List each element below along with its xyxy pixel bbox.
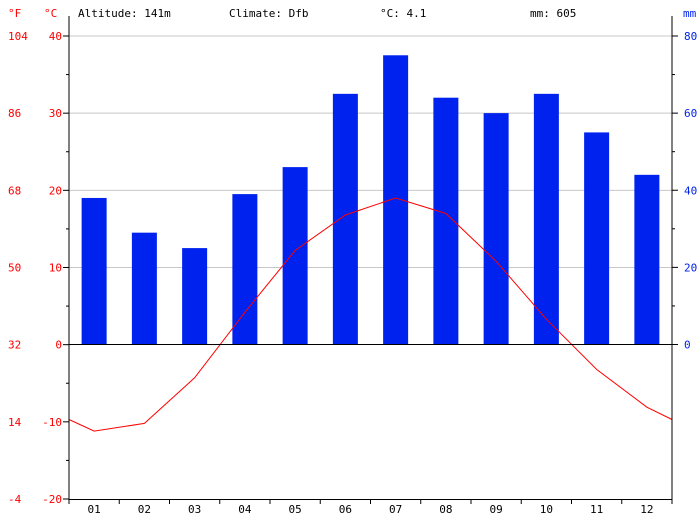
month-tick-label: 11 — [590, 503, 603, 516]
mm-tick-label: 0 — [684, 339, 691, 352]
fahrenheit-tick-label: 104 — [8, 30, 28, 43]
fahrenheit-tick-label: 68 — [8, 184, 21, 197]
precipitation-bar — [282, 167, 308, 345]
precipitation-bar — [483, 113, 509, 345]
header-climate: Climate: Dfb — [229, 7, 308, 20]
precipitation-bars — [81, 55, 660, 345]
tick-labels: -20-10010203040-414325068861040204060800… — [8, 30, 697, 516]
precipitation-bar — [232, 194, 258, 345]
precipitation-bar — [533, 93, 559, 345]
celsius-tick-label: 40 — [49, 30, 62, 43]
fahrenheit-tick-label: 32 — [8, 339, 21, 352]
celsius-tick-label: 20 — [49, 184, 62, 197]
precipitation-bar — [433, 97, 459, 345]
fahrenheit-tick-label: 14 — [8, 416, 22, 429]
month-tick-label: 03 — [188, 503, 201, 516]
fahrenheit-tick-label: 50 — [8, 262, 21, 275]
month-tick-label: 12 — [640, 503, 653, 516]
mm-tick-label: 40 — [684, 184, 697, 197]
month-tick-label: 10 — [540, 503, 553, 516]
temperature-series-line — [68, 197, 673, 432]
celsius-tick-label: 0 — [55, 339, 62, 352]
mm-tick-label: 20 — [684, 261, 697, 274]
celsius-tick-label: -20 — [42, 493, 62, 506]
precipitation-bar — [182, 248, 208, 345]
header-precipitation: mm: 605 — [530, 7, 576, 20]
celsius-tick-label: 30 — [49, 107, 62, 120]
fahrenheit-tick-label: 86 — [8, 107, 21, 120]
mm-tick-label: 80 — [684, 30, 697, 43]
precipitation-bar — [634, 174, 660, 345]
precipitation-bar — [131, 232, 157, 345]
month-tick-label: 06 — [339, 503, 352, 516]
celsius-tick-label: -10 — [42, 416, 62, 429]
month-tick-label: 09 — [490, 503, 503, 516]
celsius-tick-label: 10 — [49, 262, 62, 275]
month-tick-label: 01 — [88, 503, 101, 516]
fahrenheit-tick-label: -4 — [8, 493, 22, 506]
header-altitude: Altitude: 141m — [78, 7, 171, 20]
fahrenheit-unit-label: °F — [8, 7, 21, 20]
month-tick-label: 07 — [389, 503, 402, 516]
temperature-line — [68, 197, 673, 432]
month-tick-label: 02 — [138, 503, 151, 516]
precipitation-bar — [332, 93, 358, 345]
grid-lines — [69, 35, 672, 268]
month-tick-label: 08 — [439, 503, 452, 516]
chart-axes — [63, 16, 678, 504]
month-tick-label: 05 — [289, 503, 302, 516]
precipitation-bar — [584, 132, 610, 345]
header-temperature: °C: 4.1 — [380, 7, 426, 20]
precipitation-bar — [81, 197, 107, 345]
celsius-unit-label: °C — [44, 7, 57, 20]
mm-tick-label: 60 — [684, 107, 697, 120]
mm-unit-label: mm — [683, 7, 697, 20]
month-tick-label: 04 — [238, 503, 252, 516]
precipitation-bar — [383, 55, 409, 345]
